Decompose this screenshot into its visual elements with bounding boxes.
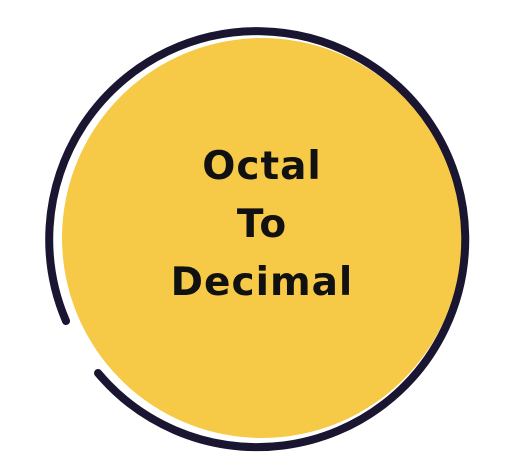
badge-title-line-1: Octal — [202, 144, 322, 189]
badge-circle-fill — [62, 38, 462, 438]
badge-ring-arc — [45, 27, 470, 452]
badge-title: Octal To Decimal — [130, 138, 394, 312]
badge-title-line-2: To — [236, 202, 288, 247]
badge-title-line-3: Decimal — [170, 260, 354, 305]
